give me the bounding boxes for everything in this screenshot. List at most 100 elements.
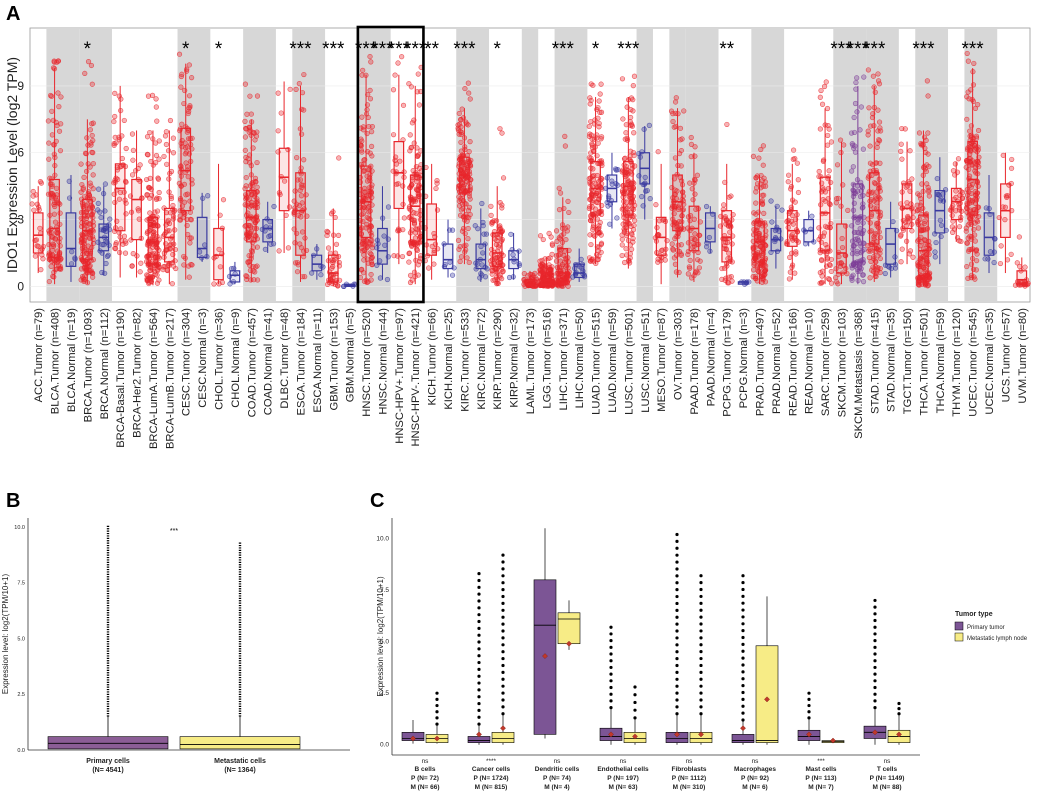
panel-a-point	[90, 137, 96, 144]
panel-c-outlier	[741, 615, 745, 619]
panel-a-point	[294, 269, 301, 275]
panel-a-point	[49, 132, 55, 138]
panel-c-outlier	[501, 698, 505, 702]
panel-c-outlier	[477, 572, 481, 576]
panel-a-box	[163, 207, 175, 263]
panel-a-point	[963, 228, 969, 234]
panel-a-point	[81, 277, 87, 283]
panel-c-xtick-p: P (N= 1149)	[870, 775, 905, 782]
panel-a-xtick: LAML.Tumor (n=173)	[525, 308, 537, 414]
panel-c-outlier	[675, 650, 679, 654]
panel-a-point	[133, 168, 139, 174]
panel-c-outlier	[501, 601, 505, 605]
panel-a-point	[34, 243, 40, 249]
panel-a-point	[56, 128, 63, 134]
panel-a-point	[865, 132, 871, 138]
panel-a-point	[151, 219, 157, 226]
panel-a-point	[57, 257, 63, 263]
panel-a-point	[556, 185, 562, 191]
panel-a-xtick: BRCA-Her2.Tumor (n=82)	[132, 308, 144, 438]
panel-a-box	[442, 243, 454, 270]
panel-a-point	[971, 60, 977, 67]
panel-a-point	[917, 192, 923, 198]
panel-a-point	[361, 185, 368, 191]
panel-a-box	[311, 254, 323, 272]
panel-c-outlier	[897, 707, 901, 711]
panel-c-outlier	[675, 588, 679, 592]
panel-a-band	[833, 28, 867, 302]
panel-a-box	[885, 227, 897, 265]
panel-a-point	[917, 277, 923, 283]
panel-c-xtick-m: M (N= 88)	[872, 784, 901, 791]
panel-a-point	[824, 105, 831, 112]
panel-a-point	[89, 81, 95, 87]
panel-a-point	[991, 259, 997, 266]
panel-a-point	[907, 148, 913, 154]
panel-a-point	[679, 136, 685, 142]
panel-a-point	[850, 272, 856, 278]
panel-a-point	[870, 73, 876, 79]
panel-a-point	[726, 274, 732, 280]
panel-a-point	[998, 243, 1004, 249]
panel-a-box	[475, 243, 487, 270]
panel-a-point	[598, 241, 604, 247]
panel-c-outlier	[609, 659, 613, 663]
panel-a-point	[170, 150, 177, 156]
panel-a-point	[154, 272, 160, 278]
panel-a-point	[458, 254, 465, 260]
panel-a-point	[721, 202, 727, 208]
panel-a-point	[967, 128, 973, 134]
panel-c-outlier	[609, 625, 613, 629]
panel-c-outlier	[699, 587, 703, 592]
panel-a-point	[841, 142, 847, 148]
panel-a-point	[838, 149, 844, 156]
panel-a-point	[324, 228, 330, 234]
panel-a-point	[672, 99, 679, 105]
panel-a-point	[456, 246, 462, 252]
panel-a-point	[84, 201, 90, 207]
panel-a-point	[750, 153, 757, 159]
panel-a-point	[1016, 234, 1022, 240]
panel-a-point	[562, 133, 568, 139]
panel-c-outlier	[675, 574, 679, 578]
panel-a-point	[694, 257, 701, 263]
panel-a-point	[130, 147, 136, 153]
panel-a-point	[974, 217, 980, 223]
panel-b-ylabel: Expression level: log2(TPM/10+1)	[1, 574, 10, 695]
panel-c-outlier	[807, 710, 811, 714]
panel-a-point	[369, 153, 375, 159]
panel-c-outlier	[477, 633, 481, 637]
panel-a-point	[458, 116, 464, 123]
panel-a-point	[786, 276, 793, 282]
panel-a-point	[565, 283, 571, 289]
panel-c-outlier	[873, 645, 877, 649]
panel-a-point	[795, 177, 801, 183]
panel-c-outlier	[477, 681, 481, 685]
panel-c-xtick-m: M (N= 7)	[808, 784, 833, 791]
panel-a-box	[180, 127, 192, 212]
panel-a-point	[794, 160, 800, 166]
panel-a-point	[756, 155, 762, 161]
panel-a-point	[858, 104, 864, 110]
panel-c-outlier	[873, 598, 877, 603]
panel-a-point	[246, 253, 252, 259]
panel-a-xtick: PAAD.Normal (n=4)	[705, 308, 717, 407]
panel-c-outlier	[699, 608, 703, 612]
panel-a-point	[40, 256, 46, 262]
panel-a-point	[38, 180, 45, 186]
panel-a-point	[51, 243, 57, 249]
panel-a-point	[932, 249, 938, 255]
panel-a-point	[622, 136, 628, 142]
panel-a-point	[369, 262, 375, 268]
panel-a-point	[367, 150, 373, 156]
panel-a-point	[630, 108, 636, 114]
panel-a-ytick: 6	[17, 146, 24, 160]
panel-a-point	[293, 86, 299, 92]
panel-a-point	[168, 195, 175, 202]
panel-a-point	[834, 162, 841, 168]
panel-a-point	[367, 239, 373, 246]
panel-a-significance: *	[182, 39, 190, 60]
panel-c-outlier	[807, 697, 811, 701]
panel-a-point	[952, 161, 958, 167]
panel-a-point	[400, 102, 407, 108]
